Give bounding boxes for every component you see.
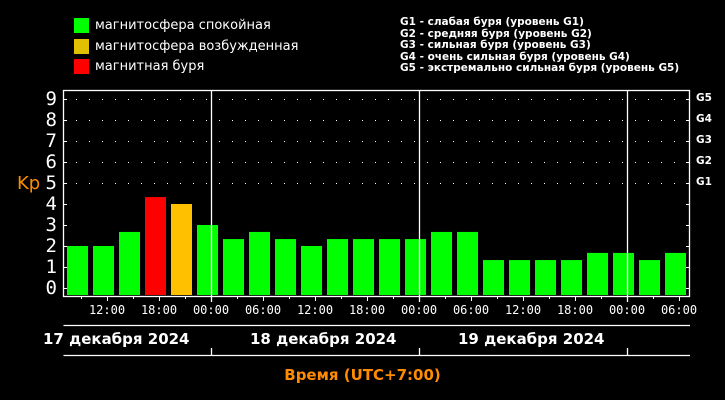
kp-bar: [197, 225, 218, 295]
kp-bar: [639, 260, 660, 295]
x-tick-label: 06:00: [244, 303, 282, 317]
x-tick-label: 06:00: [452, 303, 490, 317]
legend-label: магнитосфера спокойная: [95, 17, 271, 33]
g-scale-entry: G3 - сильная буря (уровень G3): [400, 39, 591, 51]
legend-swatch-green: [74, 17, 89, 33]
g-scale-entry: G2 - средняя буря (уровень G2): [400, 27, 592, 40]
g-level-label: G1: [696, 176, 712, 188]
y-tick-label: 5: [45, 172, 57, 194]
g-level-label: G5: [696, 92, 712, 104]
kp-bar: [275, 239, 296, 295]
kp-bar: [431, 231, 452, 295]
g-level-label: G3: [696, 134, 712, 146]
legend-item-excited: магнитосфера возбужденная: [74, 38, 298, 54]
kp-bar: [509, 260, 530, 295]
bars: [67, 197, 686, 295]
kp-bar: [353, 239, 374, 295]
kp-bar: [483, 260, 504, 295]
kp-bar: [561, 260, 582, 295]
kp-bar: [301, 246, 322, 295]
g-level-label: G4: [696, 113, 712, 125]
kp-bar: [93, 246, 114, 295]
y-tick-label: 7: [45, 130, 57, 152]
axes: [62, 89, 691, 357]
kp-bar: [171, 204, 192, 295]
g-scale-legend: G1 - слабая буря (уровень G1) G2 - средн…: [400, 16, 680, 75]
x-tick-label: 18:00: [140, 303, 178, 317]
kp-bar: [587, 252, 608, 295]
g-scale-entry: G1 - слабая буря (уровень G1): [400, 16, 584, 28]
y-tick-label: 3: [45, 214, 57, 236]
kp-bar: [405, 239, 426, 295]
legend-item-storm: магнитная буря: [74, 58, 204, 74]
y-axis-label: Kp: [17, 173, 41, 194]
g-scale-entry: G4 - очень сильная буря (уровень G4): [400, 50, 630, 63]
date-label-3: 19 декабря 2024: [458, 330, 605, 348]
x-tick-label: 00:00: [192, 303, 230, 317]
kp-bar: [223, 239, 244, 295]
x-axis-label: Время (UTC+7:00): [284, 366, 441, 384]
x-tick-label: 18:00: [348, 303, 386, 317]
x-tick-label: 12:00: [88, 303, 126, 317]
x-tick-label: 18:00: [556, 303, 594, 317]
kp-bar: [249, 231, 270, 295]
kp-bar: [145, 197, 166, 295]
legend-swatch-yellow: [74, 38, 89, 54]
date-label-2: 18 декабря 2024: [250, 330, 397, 348]
tick-marks: [63, 99, 690, 301]
x-tick-label: 00:00: [400, 303, 438, 317]
grid-dots: [76, 99, 688, 184]
x-tick-label: 00:00: [608, 303, 646, 317]
kp-bar: [379, 239, 400, 295]
legend-label: магнитная буря: [95, 58, 205, 74]
kp-bar: [67, 246, 88, 295]
x-tick-label: 06:00: [660, 303, 698, 317]
kp-bar: [119, 231, 140, 295]
x-tick-label: 12:00: [296, 303, 334, 317]
y-tick-label: 2: [45, 235, 57, 257]
kp-bar: [327, 239, 348, 295]
legend-item-quiet: магнитосфера спокойная: [74, 17, 271, 33]
kp-bar: [613, 252, 634, 295]
kp-bar: [665, 252, 686, 295]
date-label-1: 17 декабря 2024: [43, 330, 190, 348]
g-level-label: G2: [696, 155, 712, 167]
legend-swatch-red: [74, 58, 89, 74]
kp-bar: [457, 231, 478, 295]
y-tick-label: 1: [45, 256, 57, 278]
y-tick-label: 6: [45, 151, 57, 173]
x-tick-label: 12:00: [504, 303, 542, 317]
g-scale-entry: G5 - экстремально сильная буря (уровень …: [400, 62, 680, 74]
y-tick-label: 8: [45, 109, 57, 131]
y-tick-label: 4: [45, 193, 57, 215]
y-tick-label: 0: [45, 277, 57, 299]
y-tick-label: 9: [45, 88, 57, 110]
legend-label: магнитосфера возбужденная: [95, 38, 299, 54]
kp-bar: [535, 260, 556, 295]
